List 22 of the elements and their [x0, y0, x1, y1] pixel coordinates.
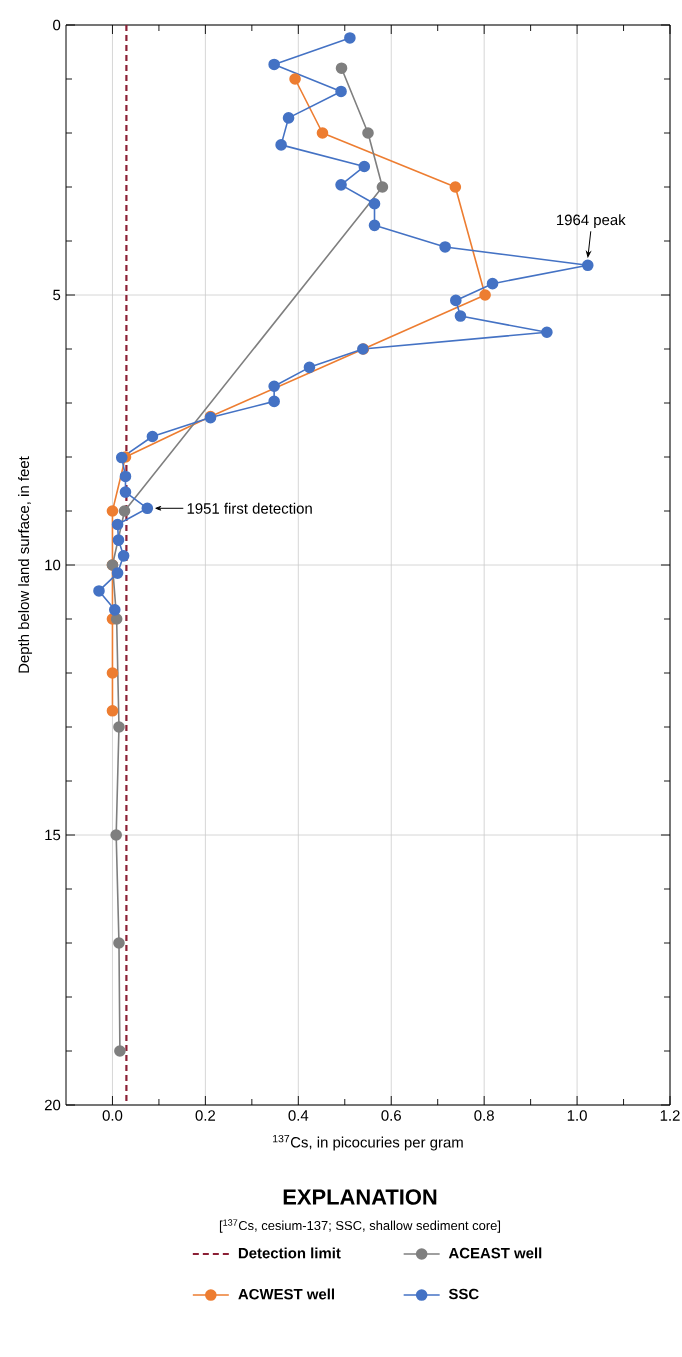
- legend-label: Detection limit: [238, 1247, 341, 1259]
- x-tick-label: 1.2: [660, 1110, 680, 1121]
- y-axis-title: Depth below land surface, in feet: [18, 456, 33, 673]
- x-tick-label: 0.6: [381, 1110, 401, 1121]
- annotation: 1964 peak: [557, 214, 626, 229]
- y-tick-label: 0: [53, 19, 61, 31]
- x-tick-label: 0.2: [195, 1110, 216, 1121]
- legend-label: ACEAST well: [448, 1247, 542, 1259]
- y-tick-label: 5: [53, 289, 61, 301]
- y-tick-label: 20: [44, 1099, 61, 1111]
- legend-label: ACWEST well: [238, 1288, 334, 1300]
- x-tick-label: 0.4: [288, 1110, 309, 1121]
- x-axis-title: $^{137}$Cs, in picocuries per gram: [273, 1134, 463, 1151]
- y-tick-label: 15: [45, 829, 61, 841]
- y-tick-label: 10: [45, 559, 61, 571]
- x-tick-label: 1.0: [567, 1110, 587, 1121]
- legend-label: SSC: [448, 1288, 479, 1300]
- annotation: 1951 first detection: [187, 502, 312, 514]
- x-tick-label: 0.8: [474, 1110, 494, 1121]
- x-tick-label: 0.0: [102, 1110, 123, 1121]
- text: [$^{137}$Cs, cesium-137; SSC, shallow sediment core]: [219, 1219, 501, 1233]
- legend-title: EXPLANATION: [283, 1189, 437, 1205]
